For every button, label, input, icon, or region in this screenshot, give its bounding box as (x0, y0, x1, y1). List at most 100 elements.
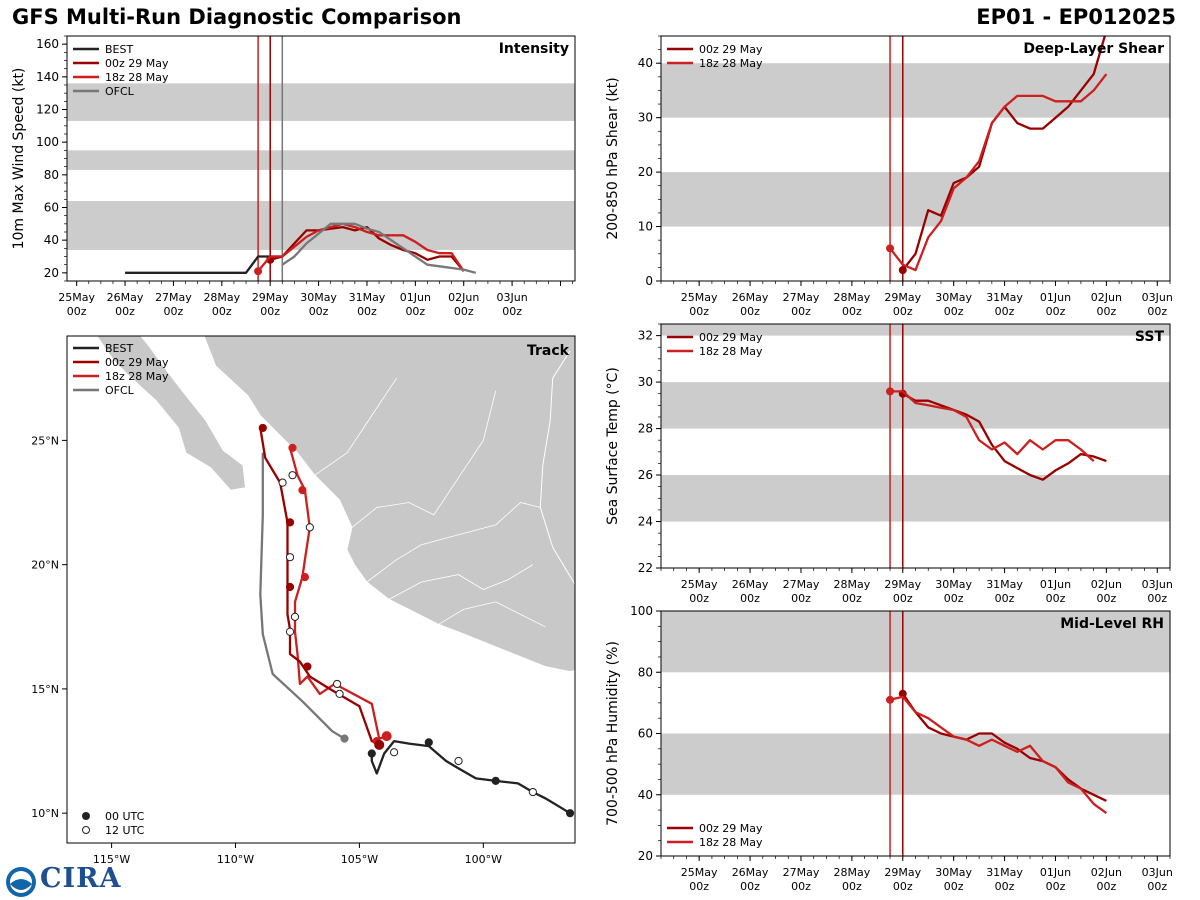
marker-legend-label: 12 UTC (105, 824, 145, 837)
x-tick-label-hour: 00z (995, 592, 1015, 605)
track-point-run00z (303, 662, 312, 671)
shading-band (661, 324, 1170, 336)
x-tick-label-date: 25May (681, 291, 718, 304)
x-tick-label-date: 28May (834, 291, 871, 304)
track-line-ofcl (259, 452, 346, 740)
legend-label: 18z 28 May (699, 836, 763, 849)
x-tick-label-hour: 00z (740, 305, 760, 318)
legend-label: 00z 29 May (699, 331, 763, 344)
shading-band (67, 200, 575, 250)
shading-band (661, 733, 1170, 795)
track-point-best (565, 809, 575, 818)
series-line-run00z (901, 693, 1107, 802)
x-tick-label-hour: 00z (115, 305, 135, 318)
plot-area-sst (661, 324, 1170, 568)
cira-logo: CIRA (40, 863, 122, 894)
x-tick-label-hour: 00z (1147, 880, 1167, 893)
x-tick-label-date: 31May (986, 291, 1023, 304)
y-tick-label: 26 (638, 468, 653, 482)
track-point-run00z (258, 423, 267, 433)
series-start-point-run00z (898, 689, 907, 698)
x-tick-label-date: 25May (58, 291, 95, 304)
x-tick-label-hour: 00z (893, 880, 913, 893)
series-start-point-run00z (898, 266, 907, 275)
x-tick-label-date: 28May (834, 578, 871, 591)
x-tick-label-hour: 00z (944, 305, 964, 318)
y-tick-label: 40 (638, 788, 653, 802)
x-tick-label-hour: 00z (995, 880, 1015, 893)
y-tick-label: 60 (44, 201, 59, 215)
x-tick-label-date: 26May (732, 578, 769, 591)
x-tick-label-hour: 00z (689, 592, 709, 605)
track-point-run18z (298, 485, 307, 495)
legend-label: 18z 28 May (105, 71, 169, 84)
track-point-best (491, 776, 500, 785)
y-tick-label: 10°N (31, 807, 59, 820)
track-point-ofcl (340, 734, 349, 743)
y-tick-label: 28 (638, 422, 653, 436)
y-tick-label: 10 (638, 220, 653, 234)
x-tick-label-hour: 00z (791, 592, 811, 605)
y-tick-label: 20 (44, 266, 59, 280)
x-tick-label-date: 26May (732, 291, 769, 304)
x-tick-label-hour: 00z (1147, 592, 1167, 605)
storm-id-title: EP01 - EP012025 (976, 5, 1176, 29)
track-line-best (370, 739, 571, 815)
series-start-point-run18z (886, 387, 895, 396)
y-axis-label: 10m Max Wind Speed (kt) (11, 68, 27, 250)
panel-rh: 2040608010025May00z26May00z27May00z28May… (605, 604, 1173, 893)
x-tick-label-hour: 00z (995, 305, 1015, 318)
x-tick-label-date: 27May (155, 291, 192, 304)
track-point-run18z (305, 523, 314, 532)
y-tick-label: 20 (638, 849, 653, 863)
track-point-best (367, 749, 376, 758)
legend-label: 18z 28 May (699, 57, 763, 70)
marker-12utc-icon (82, 826, 90, 834)
y-axis-label: 700-500 hPa Humidity (%) (605, 641, 621, 826)
y-tick-label: 100 (36, 135, 59, 149)
legend-label: 18z 28 May (105, 370, 169, 383)
figure-title: GFS Multi-Run Diagnostic Comparison (12, 5, 462, 29)
y-tick-label: 32 (638, 329, 653, 343)
series-line-run00z (902, 392, 1107, 481)
x-tick-label-date: 26May (732, 866, 769, 879)
x-tick-label-date: 31May (986, 866, 1023, 879)
series-line-best (125, 255, 283, 274)
state-border (438, 601, 546, 628)
y-tick-label: 25°N (31, 434, 59, 447)
x-tick-label-date: 29May (252, 291, 289, 304)
x-tick-label-hour: 00z (1046, 880, 1066, 893)
state-border (388, 564, 534, 600)
x-tick-label-hour: 00z (454, 305, 474, 318)
x-tick-label-hour: 00z (1096, 880, 1116, 893)
x-tick-label-hour: 00z (689, 305, 709, 318)
x-tick-label-date: 03Jun (1142, 291, 1173, 304)
track-point-run18z (300, 572, 309, 582)
x-tick-label-date: 01Jun (1040, 291, 1071, 304)
x-tick-label-hour: 00z (893, 305, 913, 318)
y-axis-label: 200-850 hPa Shear (kt) (605, 77, 621, 239)
y-tick-label: 40 (44, 233, 59, 247)
legend-label: OFCL (105, 384, 135, 397)
series-line-run18z (257, 222, 465, 272)
x-tick-label-date: 30May (935, 291, 972, 304)
y-tick-label: 24 (638, 515, 653, 529)
track-point-run00z (285, 582, 295, 592)
map-area (96, 336, 575, 818)
x-tick-label-hour: 00z (791, 305, 811, 318)
legend-label: 00z 29 May (699, 822, 763, 835)
x-tick-label-hour: 00z (1096, 592, 1116, 605)
x-tick-label-date: 27May (783, 578, 820, 591)
legend-label: BEST (105, 43, 133, 56)
track-point-best (454, 756, 463, 766)
x-tick-label-hour: 00z (357, 305, 377, 318)
x-tick-label-hour: 00z (740, 880, 760, 893)
x-tick-label-hour: 00z (164, 305, 184, 318)
x-tick-label-date: 01Jun (1040, 578, 1071, 591)
x-tick-label-hour: 00z (740, 592, 760, 605)
track-line-run18z (288, 447, 388, 740)
x-tick-label-hour: 00z (944, 880, 964, 893)
plot-area-rh (661, 611, 1170, 856)
